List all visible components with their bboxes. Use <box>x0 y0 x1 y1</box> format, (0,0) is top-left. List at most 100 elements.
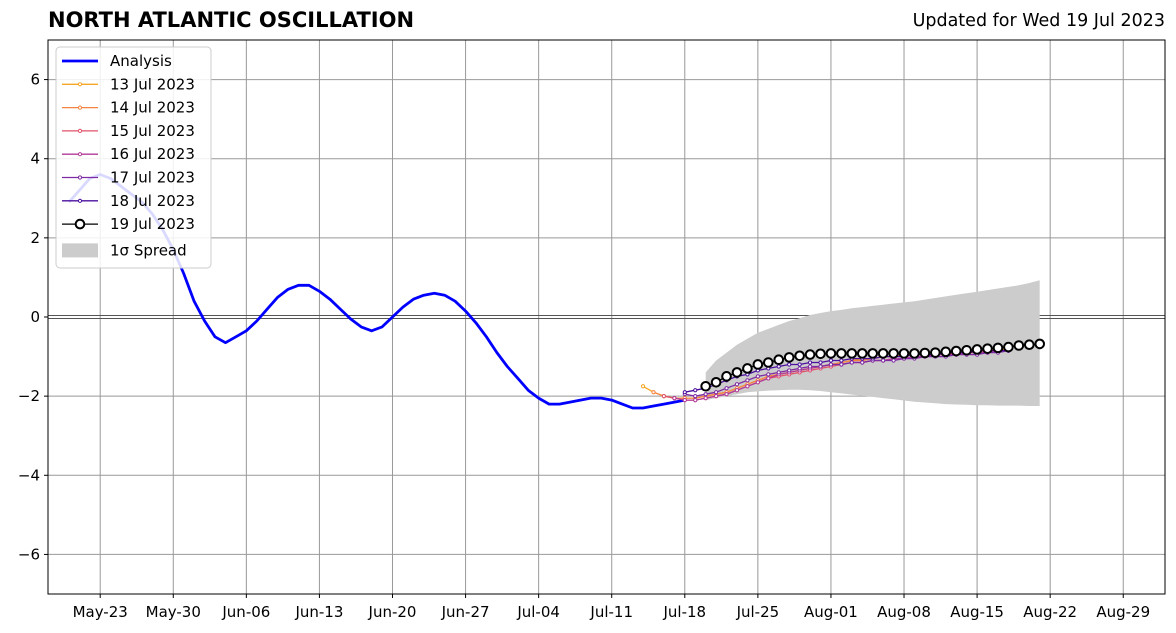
forecast-point <box>724 392 729 397</box>
legend-label: 16 Jul 2023 <box>110 145 195 163</box>
forecast-point-19-jul <box>1034 338 1046 350</box>
y-tick-label: 0 <box>30 308 40 326</box>
legend-label: Analysis <box>110 52 172 70</box>
forecast-point <box>724 386 729 391</box>
forecast-point-19-jul <box>982 343 993 354</box>
forecast-point-19-jul <box>773 354 785 366</box>
forecast-point <box>881 358 886 363</box>
axis-ticks: May-23 May-30 Jun-06 Jun-13 Jun-20 Jun-27 Jul-… <box>18 71 1150 621</box>
spread-band <box>705 280 1040 406</box>
forecast-point-19-jul <box>930 347 941 358</box>
x-tick-label: Jun-13 <box>294 603 343 621</box>
legend-marker <box>77 128 83 133</box>
forecast-point-19-jul <box>846 348 858 359</box>
legend-swatch-spread <box>62 243 98 258</box>
forecast-point-19-jul <box>742 363 753 374</box>
forecast-point <box>661 394 667 399</box>
chart-subtitle: Updated for Wed 19 Jul 2023 <box>912 11 1165 31</box>
forecast-point <box>776 364 781 369</box>
forecast-point-19-jul <box>752 359 764 370</box>
legend-label: 18 Jul 2023 <box>110 192 195 210</box>
grid-lines <box>48 40 1165 594</box>
forecast-point <box>818 360 823 365</box>
legend-marker <box>77 105 83 110</box>
forecast-point <box>807 360 813 365</box>
series-group <box>67 173 1046 410</box>
forecast-point-19-jul <box>1023 339 1035 351</box>
forecast-point <box>693 398 698 403</box>
y-tick-label: 6 <box>30 71 40 89</box>
legend-marker <box>74 218 86 230</box>
y-tick-label: −2 <box>18 387 40 405</box>
forecast-point <box>682 398 687 403</box>
forecast-point-19-jul <box>731 367 743 378</box>
forecast-point <box>755 380 760 385</box>
forecast-point-19-jul <box>763 357 774 368</box>
forecast-point-19-jul <box>950 345 962 357</box>
legend-label: 14 Jul 2023 <box>110 99 195 117</box>
y-tick-label: −6 <box>18 545 40 563</box>
forecast-point <box>755 374 760 379</box>
forecast-point <box>745 378 750 383</box>
legend-label: 15 Jul 2023 <box>110 122 195 140</box>
forecast-point <box>787 368 792 373</box>
spread-band-group <box>705 280 1040 406</box>
y-tick-label: −4 <box>18 466 40 484</box>
x-tick-label: Jun-06 <box>221 603 270 621</box>
forecast-point <box>860 360 865 365</box>
forecast-point-19-jul <box>888 348 899 359</box>
forecast-point <box>891 358 896 363</box>
forecast-point <box>828 362 834 367</box>
legend-label: 19 Jul 2023 <box>110 215 195 233</box>
x-tick-label: Aug-08 <box>877 603 931 621</box>
forecast-point <box>839 362 844 367</box>
forecast-point <box>807 364 813 369</box>
x-tick-label: Jul-18 <box>662 603 706 621</box>
y-tick-label: 2 <box>30 229 40 247</box>
forecast-point <box>849 360 854 365</box>
forecast-point <box>745 384 750 389</box>
forecast-point-19-jul <box>836 348 847 359</box>
forecast-point-19-jul <box>794 350 805 362</box>
forecast-point <box>714 394 719 399</box>
x-tick-label: Aug-01 <box>804 603 858 621</box>
forecast-point-19-jul <box>815 348 826 360</box>
x-tick-label: Jun-27 <box>441 603 490 621</box>
legend: Analysis 13 Jul 2023 14 Jul 2023 15 Jul 202… <box>55 46 212 269</box>
forecast-point-19-jul <box>877 348 889 359</box>
legend-label: 1σ Spread <box>110 241 187 259</box>
forecast-point <box>787 362 792 367</box>
x-tick-label: Jul-11 <box>589 603 633 621</box>
forecast-point-19-jul <box>1003 341 1014 353</box>
forecast-point-19-jul <box>909 348 920 359</box>
forecast-point-19-jul <box>783 352 795 363</box>
forecast-point-19-jul <box>919 347 931 359</box>
forecast-point <box>766 372 771 377</box>
forecast-point-19-jul <box>961 344 972 356</box>
chart-title: NORTH ATLANTIC OSCILLATION <box>48 8 415 32</box>
forecast-point-19-jul <box>856 348 868 359</box>
forecast-point-19-jul <box>971 344 983 355</box>
forecast-point <box>839 358 844 363</box>
legend-marker <box>77 152 83 157</box>
forecast-point <box>714 390 719 395</box>
forecast-point-19-jul <box>825 348 837 359</box>
x-tick-label: Aug-29 <box>1096 603 1150 621</box>
y-tick-label: 4 <box>30 150 40 168</box>
forecast-point <box>828 358 834 363</box>
forecast-point-19-jul <box>992 342 1004 354</box>
forecast-point-19-jul <box>867 348 879 359</box>
x-tick-label: Aug-15 <box>950 603 1004 621</box>
forecast-point-19-jul <box>940 346 952 358</box>
x-tick-label: May-30 <box>146 603 201 621</box>
forecast-point-19-jul <box>700 380 711 392</box>
x-tick-label: Aug-22 <box>1023 603 1077 621</box>
legend-marker <box>77 82 83 87</box>
forecast-point-19-jul <box>710 376 722 388</box>
x-tick-label: Jul-25 <box>736 603 780 621</box>
forecast-point-19-jul <box>721 371 732 382</box>
x-tick-label: Jul-04 <box>516 603 560 621</box>
x-tick-label: Jun-20 <box>368 603 417 621</box>
forecast-point <box>693 388 698 393</box>
